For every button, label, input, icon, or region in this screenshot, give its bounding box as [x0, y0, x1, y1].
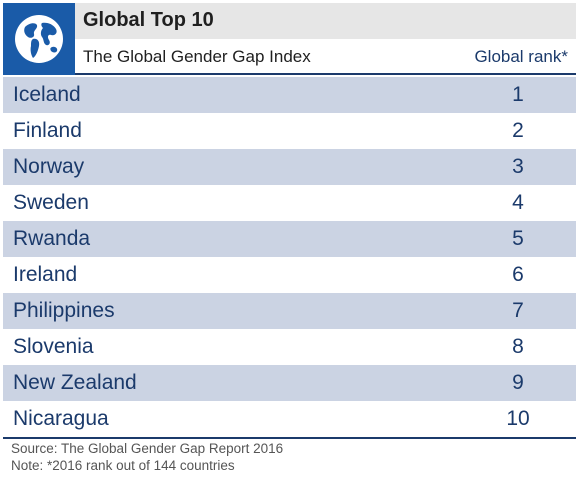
country-name: Iceland [13, 83, 81, 106]
table-footer: Source: The Global Gender Gap Report 201… [3, 437, 576, 475]
table-row: Slovenia 8 [3, 329, 576, 365]
table-row: Rwanda 5 [3, 221, 576, 257]
globe-icon [3, 3, 75, 75]
country-name: Ireland [13, 263, 78, 286]
title-bar: Global Top 10 [75, 3, 576, 39]
table-title: Global Top 10 [83, 9, 214, 31]
table-row: Finland 2 [3, 113, 576, 149]
rank-value: 7 [512, 299, 524, 322]
rank-value: 8 [512, 335, 524, 358]
table-row: Nicaragua 10 [3, 401, 576, 437]
table-body: Iceland 1 Finland 2 Norway 3 Sweden 4 Rw… [3, 77, 576, 437]
rank-column-header: Global rank* [474, 47, 568, 66]
rank-value: 2 [512, 119, 524, 142]
table-row: Ireland 6 [3, 257, 576, 293]
country-name: New Zealand [13, 371, 137, 394]
country-name: Slovenia [13, 335, 94, 358]
footnote: Note: *2016 rank out of 144 countries [11, 458, 235, 473]
table-row: Norway 3 [3, 149, 576, 185]
table-row: Iceland 1 [3, 77, 576, 113]
subtitle-bar: The Global Gender Gap Index Global rank* [75, 39, 576, 75]
table-row: Sweden 4 [3, 185, 576, 221]
ranking-table: Global Top 10 The Global Gender Gap Inde… [3, 3, 576, 475]
country-name: Norway [13, 155, 85, 178]
country-name: Nicaragua [13, 407, 109, 430]
table-header: Global Top 10 The Global Gender Gap Inde… [3, 3, 576, 75]
source-note: Source: The Global Gender Gap Report 201… [11, 441, 284, 456]
rank-value: 1 [512, 83, 524, 106]
rank-value: 9 [512, 371, 524, 394]
rank-value: 6 [512, 263, 524, 286]
country-name: Philippines [13, 299, 115, 322]
table-subtitle: The Global Gender Gap Index [83, 47, 311, 66]
rank-value: 3 [512, 155, 524, 178]
rank-value: 4 [512, 191, 524, 214]
rank-value: 10 [506, 407, 530, 430]
rank-value: 5 [512, 227, 524, 250]
country-name: Finland [13, 119, 82, 142]
table-row: Philippines 7 [3, 293, 576, 329]
country-name: Sweden [13, 191, 89, 214]
table-row: New Zealand 9 [3, 365, 576, 401]
country-name: Rwanda [13, 227, 91, 250]
